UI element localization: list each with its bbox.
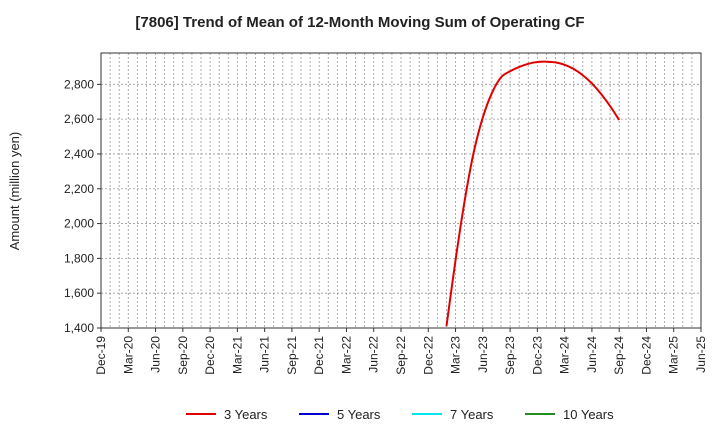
x-tick-label: Jun-22 <box>367 336 381 373</box>
y-tick-label: 2,400 <box>64 147 94 161</box>
legend-item: 7 Years <box>412 407 494 422</box>
x-axis: Dec-19 Mar-20 Jun-20 Sep-20 Dec-20 Mar-21 Jun-… <box>94 328 708 375</box>
legend-item: 3 Years <box>186 407 268 422</box>
y-tick-label: 1,600 <box>64 286 94 300</box>
x-tick-label: Dec-19 <box>94 336 108 375</box>
x-tick-label: Sep-22 <box>394 336 408 375</box>
x-tick-label: Mar-22 <box>339 336 353 374</box>
x-tick-label: Sep-21 <box>285 336 299 375</box>
legend-label: 3 Years <box>224 407 268 422</box>
x-tick-label: Sep-24 <box>612 336 626 375</box>
x-tick-label: Mar-20 <box>121 336 135 374</box>
legend-label: 7 Years <box>450 407 494 422</box>
x-tick-label: Jun-21 <box>258 336 272 373</box>
y-tick-label: 1,800 <box>64 251 94 265</box>
y-tick-label: 2,000 <box>64 217 94 231</box>
y-tick-label: 2,200 <box>64 182 94 196</box>
x-tick-label: Sep-23 <box>503 336 517 375</box>
series-line-3-years <box>445 60 621 327</box>
x-tick-label: Dec-21 <box>312 336 326 375</box>
x-tick-label: Jun-24 <box>585 336 599 373</box>
x-tick-label: Dec-22 <box>421 336 435 375</box>
x-tick-label: Mar-24 <box>558 336 572 374</box>
x-tick-label: Jun-25 <box>694 336 708 373</box>
legend-item: 10 Years <box>525 407 614 422</box>
legend-item: 5 Years <box>299 407 381 422</box>
grid <box>101 53 701 329</box>
x-tick-label: Mar-21 <box>230 336 244 374</box>
y-axis: 1,400 1,600 1,800 2,000 2,200 2,400 2,600 2,800 <box>64 77 101 335</box>
x-tick-label: Dec-20 <box>203 336 217 375</box>
x-tick-label: Jun-23 <box>476 336 490 373</box>
y-tick-label: 2,600 <box>64 112 94 126</box>
y-axis-title: Amount (million yen) <box>7 132 22 251</box>
legend-label: 5 Years <box>337 407 381 422</box>
chart-title: [7806] Trend of Mean of 12-Month Moving … <box>135 14 585 31</box>
x-tick-label: Dec-24 <box>639 336 653 375</box>
x-tick-label: Dec-23 <box>530 336 544 375</box>
legend-label: 10 Years <box>563 407 614 422</box>
y-tick-label: 1,400 <box>64 321 94 335</box>
x-tick-label: Sep-20 <box>176 336 190 375</box>
x-tick-label: Jun-20 <box>149 336 163 373</box>
legend: 3 Years 5 Years 7 Years 10 Years <box>186 407 614 422</box>
x-tick-label: Mar-23 <box>449 336 463 374</box>
y-tick-label: 2,800 <box>64 77 94 91</box>
series <box>445 60 621 327</box>
x-tick-label: Mar-25 <box>667 336 681 374</box>
